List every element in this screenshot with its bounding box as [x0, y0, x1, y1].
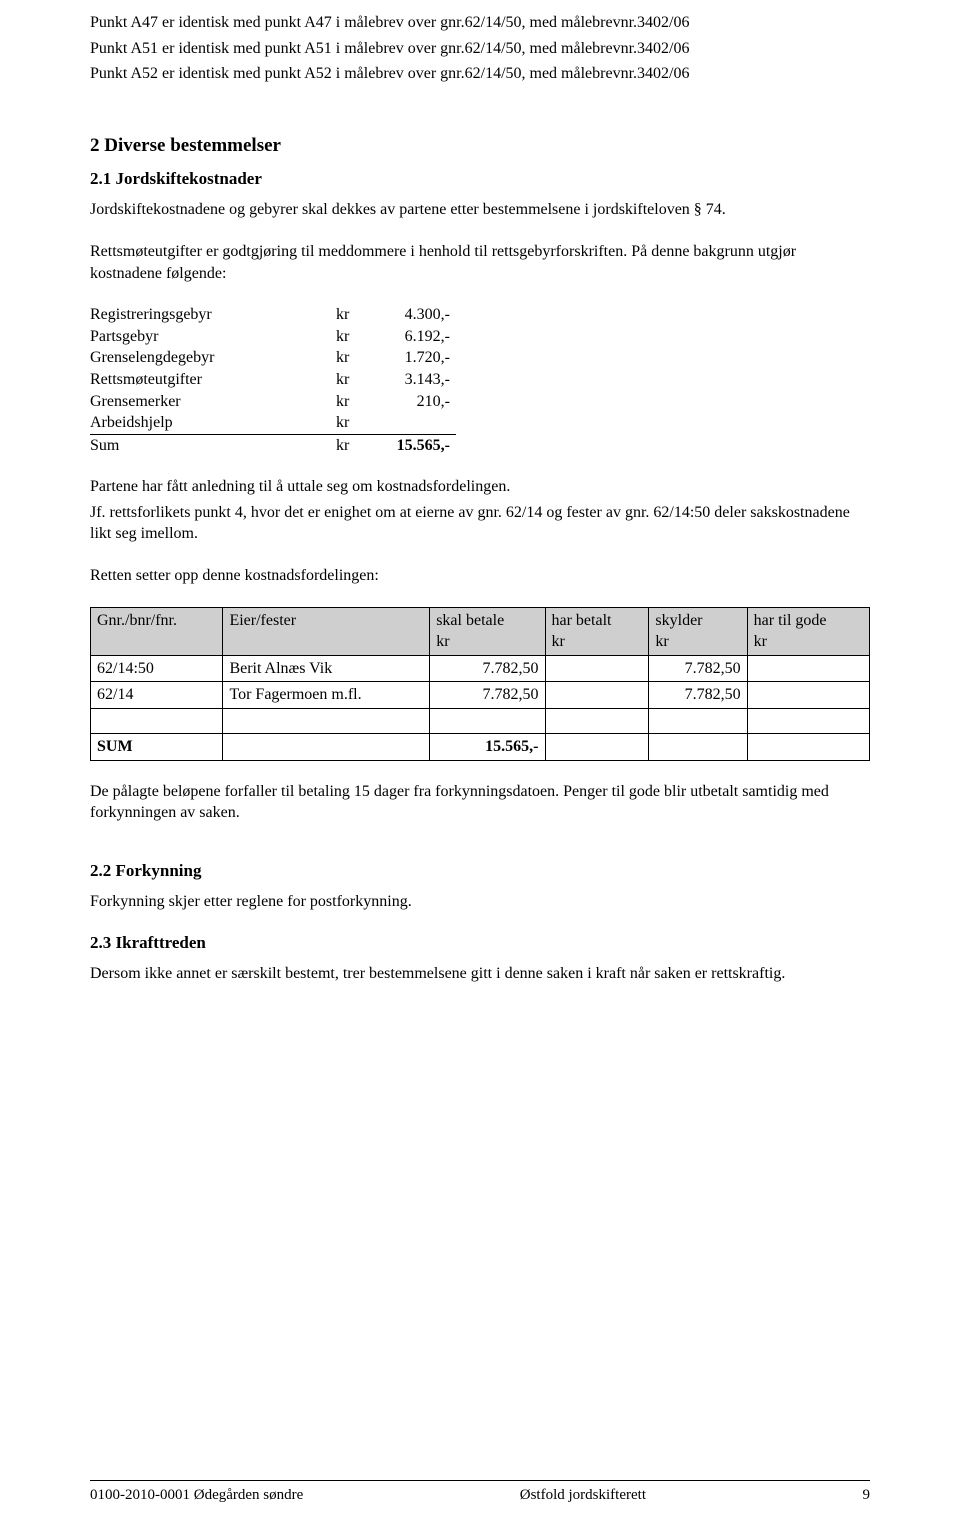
cell-skylder: 7.782,50	[649, 655, 747, 682]
cost-value: 4.300,-	[370, 304, 456, 326]
body-text: Forkynning skjer etter reglene for postf…	[90, 891, 870, 913]
cost-label: Grenselengdegebyr	[90, 347, 336, 369]
cell-har-betalt	[545, 655, 649, 682]
table-header-row: Gnr./bnr/fnr. Eier/fester skal betalekr …	[91, 607, 870, 655]
cost-label: Registreringsgebyr	[90, 304, 336, 326]
cell-gnr: 62/14:50	[91, 655, 223, 682]
cost-kr: kr	[336, 326, 370, 348]
table-row: Arbeidshjelp kr	[90, 412, 456, 434]
cell-skal-betale: 7.782,50	[430, 682, 545, 709]
cost-kr: kr	[336, 391, 370, 413]
col-har-betalt: har betaltkr	[545, 607, 649, 655]
page-footer: 0100-2010-0001 Ødegården søndre Østfold …	[90, 1480, 870, 1505]
table-row: Grenselengdegebyr kr 1.720,-	[90, 347, 456, 369]
section-2-3-heading: 2.3 Ikrafttreden	[90, 932, 870, 955]
cost-label: Arbeidshjelp	[90, 412, 336, 434]
cost-label: Grensemerker	[90, 391, 336, 413]
cost-kr: kr	[336, 412, 370, 434]
cost-label: Rettsmøteutgifter	[90, 369, 336, 391]
cost-label: Partsgebyr	[90, 326, 336, 348]
footer-center: Østfold jordskifterett	[520, 1485, 646, 1505]
sum-value: 15.565,-	[430, 734, 545, 761]
col-skal-betale: skal betalekr	[430, 607, 545, 655]
table-row: Rettsmøteutgifter kr 3.143,-	[90, 369, 456, 391]
body-text: Jordskiftekostnadene og gebyrer skal dek…	[90, 199, 870, 221]
table-row: Registreringsgebyr kr 4.300,-	[90, 304, 456, 326]
body-text: Partene har fått anledning til å uttale …	[90, 476, 870, 498]
body-text: Retten setter opp denne kostnadsfordelin…	[90, 565, 870, 587]
body-text: Jf. rettsforlikets punkt 4, hvor det er …	[90, 502, 870, 545]
cost-value: 3.143,-	[370, 369, 456, 391]
cell-skal-betale: 7.782,50	[430, 655, 545, 682]
cost-kr: kr	[336, 347, 370, 369]
cell-skylder: 7.782,50	[649, 682, 747, 709]
intro-line: Punkt A52 er identisk med punkt A52 i må…	[90, 63, 870, 85]
intro-line: Punkt A47 er identisk med punkt A47 i må…	[90, 12, 870, 34]
cost-kr: kr	[336, 304, 370, 326]
cell-har-til-gode	[747, 682, 869, 709]
cost-kr: kr	[336, 434, 370, 456]
section-2-2-heading: 2.2 Forkynning	[90, 860, 870, 883]
col-har-til-gode: har til godekr	[747, 607, 869, 655]
cost-value	[370, 412, 456, 434]
table-row: Partsgebyr kr 6.192,-	[90, 326, 456, 348]
col-eier: Eier/fester	[223, 607, 430, 655]
cost-value: 6.192,-	[370, 326, 456, 348]
cell-har-betalt	[545, 682, 649, 709]
table-sum-row: SUM 15.565,-	[91, 734, 870, 761]
col-gnr: Gnr./bnr/fnr.	[91, 607, 223, 655]
cost-sum-label: Sum	[90, 434, 336, 456]
cell-eier: Berit Alnæs Vik	[223, 655, 430, 682]
allocation-table: Gnr./bnr/fnr. Eier/fester skal betalekr …	[90, 607, 870, 761]
cost-value: 210,-	[370, 391, 456, 413]
col-skylder: skylderkr	[649, 607, 747, 655]
body-text: Dersom ikke annet er særskilt bestemt, t…	[90, 963, 870, 985]
cost-value: 1.720,-	[370, 347, 456, 369]
table-row: 62/14:50 Berit Alnæs Vik 7.782,50 7.782,…	[91, 655, 870, 682]
footer-page-number: 9	[862, 1485, 870, 1505]
section-2-heading: 2 Diverse bestemmelser	[90, 133, 870, 159]
table-blank-row	[91, 709, 870, 734]
cost-table: Registreringsgebyr kr 4.300,- Partsgebyr…	[90, 304, 456, 456]
intro-line: Punkt A51 er identisk med punkt A51 i må…	[90, 38, 870, 60]
cell-har-til-gode	[747, 655, 869, 682]
footer-left: 0100-2010-0001 Ødegården søndre	[90, 1485, 303, 1505]
section-2-1-heading: 2.1 Jordskiftekostnader	[90, 168, 870, 191]
body-text: Rettsmøteutgifter er godtgjøring til med…	[90, 241, 870, 284]
page: Punkt A47 er identisk med punkt A47 i må…	[0, 0, 960, 1525]
sum-label: SUM	[91, 734, 223, 761]
table-row: Grensemerker kr 210,-	[90, 391, 456, 413]
cell-gnr: 62/14	[91, 682, 223, 709]
body-text: De pålagte beløpene forfaller til betali…	[90, 781, 870, 824]
cost-sum-value: 15.565,-	[370, 434, 456, 456]
cost-kr: kr	[336, 369, 370, 391]
table-row: 62/14 Tor Fagermoen m.fl. 7.782,50 7.782…	[91, 682, 870, 709]
cell-eier: Tor Fagermoen m.fl.	[223, 682, 430, 709]
table-row-sum: Sum kr 15.565,-	[90, 434, 456, 456]
